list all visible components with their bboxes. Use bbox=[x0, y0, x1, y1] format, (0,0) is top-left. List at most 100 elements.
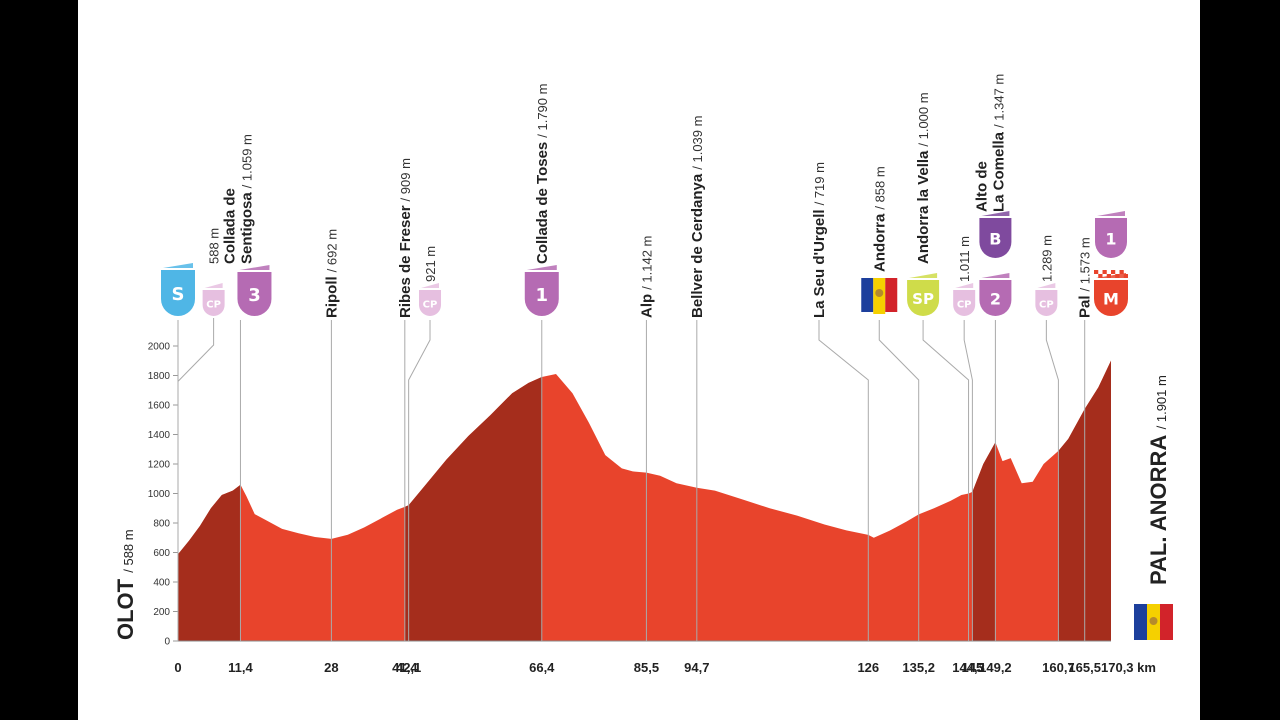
category-3-badge: 3 bbox=[237, 265, 272, 316]
point-altitude: / 909 m bbox=[398, 158, 413, 201]
climb-band bbox=[178, 360, 241, 641]
climb-band bbox=[1058, 360, 1085, 641]
profile-fill bbox=[178, 360, 1111, 641]
point-label: La Seu d'Urgell / 719 m bbox=[811, 162, 828, 318]
category-1-badge: 1 bbox=[524, 265, 559, 316]
km-tick-label: 28 bbox=[324, 660, 338, 675]
start-badge-text: S bbox=[172, 284, 185, 305]
bonus-badge-text: B bbox=[989, 229, 1001, 248]
km-tick-label: 41,4 bbox=[392, 660, 418, 675]
point-label: Alto deLa Comella / 1.347 m bbox=[973, 74, 1007, 212]
km-tick-label: 0 bbox=[174, 660, 181, 675]
category-1-finish-badge: 1 bbox=[1095, 211, 1127, 258]
finish-badge: M bbox=[1094, 273, 1128, 316]
category-2-badge-text: 2 bbox=[990, 289, 1001, 308]
point-name: Pal bbox=[1077, 295, 1094, 318]
km-tick-label: 66,4 bbox=[529, 660, 555, 675]
point-label: Bellver de Cerdanya / 1.039 m bbox=[689, 116, 706, 318]
checkpoint-badge-text: CP bbox=[1039, 299, 1054, 310]
point-name-line2: La Comella bbox=[990, 131, 1007, 212]
point-name: Bellver de Cerdanya bbox=[689, 173, 706, 318]
point-name: Ripoll bbox=[323, 276, 340, 318]
point-label: 921 m bbox=[423, 246, 438, 282]
climb-band bbox=[404, 360, 542, 641]
point-altitude: / 1.347 m bbox=[991, 74, 1006, 128]
leader-line bbox=[1045, 320, 1059, 641]
km-tick-label: 135,2 bbox=[902, 660, 935, 675]
andorra-flag-badge bbox=[860, 278, 899, 316]
point-label: 1.289 m bbox=[1039, 235, 1054, 282]
y-tick-label: 2000 bbox=[148, 342, 171, 353]
point-name: Collada de Toses bbox=[534, 142, 551, 264]
leader-line bbox=[177, 318, 215, 382]
point-altitude: / 1.142 m bbox=[639, 236, 654, 290]
point-altitude: 1.011 m bbox=[957, 236, 972, 282]
finish-badge-text: M bbox=[1103, 289, 1119, 308]
y-axis: 0 200 400 600 800 1000 1200 1400 1600 1800 2000 bbox=[148, 342, 179, 648]
point-label: 588 m bbox=[207, 228, 222, 264]
climb-band bbox=[1084, 360, 1111, 641]
y-tick-label: 0 bbox=[164, 637, 170, 648]
point-name-line2: Sentigosa bbox=[238, 192, 255, 264]
point-name: Andorra la Vella bbox=[915, 150, 932, 264]
y-tick-label: 400 bbox=[153, 578, 170, 589]
point-label: Pal / 1.573 m bbox=[1077, 237, 1094, 318]
andorra-flag-finish bbox=[1134, 604, 1173, 640]
point-altitude: 1.289 m bbox=[1039, 235, 1054, 282]
category-3-badge-text: 3 bbox=[248, 285, 261, 306]
x-axis: 0 11,4 28 41,442,1 66,4 85,5 94,7 126 135,2 144,3… bbox=[174, 660, 1156, 675]
km-tick-label: 94,7 bbox=[684, 660, 709, 675]
checkpoint-badge-text: CP bbox=[206, 299, 221, 310]
point-label: Andorra / 858 m bbox=[871, 166, 888, 272]
start-badge: S bbox=[161, 263, 195, 316]
bonus-badge: B bbox=[979, 211, 1012, 258]
point-label: Collada deSentigosa / 1.059 m bbox=[221, 134, 255, 264]
checkpoint-badge-text: CP bbox=[423, 299, 438, 310]
point-name-line1: Collada de bbox=[221, 188, 238, 264]
point-label: Alp / 1.142 m bbox=[638, 236, 655, 318]
km-tick-label: 144,3 bbox=[952, 660, 985, 675]
profile-area bbox=[178, 360, 1111, 642]
y-tick-label: 1600 bbox=[148, 401, 171, 412]
leader-line bbox=[408, 320, 431, 641]
km-tick-label: 149,2 bbox=[979, 660, 1012, 675]
point-label: Ripoll / 692 m bbox=[323, 229, 340, 318]
point-altitude: / 858 m bbox=[872, 166, 887, 209]
point-altitude: / 719 m bbox=[812, 162, 827, 205]
start-name: OLOT bbox=[113, 578, 138, 640]
point-label: Ribes de Freser / 909 m bbox=[397, 158, 414, 318]
km-tick-label: 170,3 km bbox=[1101, 660, 1156, 675]
point-name: Andorra bbox=[871, 213, 888, 272]
point-name: La Seu d'Urgell bbox=[811, 209, 828, 318]
leader-line bbox=[818, 320, 869, 641]
leader-line bbox=[922, 320, 970, 641]
start-altitude: / 588 m bbox=[121, 529, 136, 572]
start-label: OLOT / 588 m bbox=[113, 529, 138, 640]
y-tick-label: 1400 bbox=[148, 430, 171, 441]
point-name-line1: Alto de bbox=[973, 161, 990, 212]
checkpoint-badge: CP bbox=[202, 283, 225, 316]
km-tick-label: 165,5 bbox=[1068, 660, 1101, 675]
leader-lines bbox=[177, 318, 1086, 641]
point-altitude: / 1.000 m bbox=[916, 92, 931, 146]
leader-line bbox=[878, 320, 920, 641]
point-altitude: / 1.790 m bbox=[535, 84, 550, 138]
km-tick-label: 42,1 bbox=[396, 660, 421, 675]
point-name: Alp bbox=[638, 294, 655, 318]
point-altitude: / 692 m bbox=[324, 229, 339, 272]
category-1-badge-text: 1 bbox=[536, 285, 549, 306]
sprint-badge: SP bbox=[907, 273, 940, 316]
checkpoint-badge-text: CP bbox=[957, 299, 972, 310]
km-tick-label: 160,7 bbox=[1042, 660, 1075, 675]
km-tick-label: 126 bbox=[857, 660, 879, 675]
point-labels: 588 m Collada deSentigosa / 1.059 m Ripoll /… bbox=[207, 74, 1094, 318]
y-tick-label: 1000 bbox=[148, 489, 171, 500]
y-tick-label: 200 bbox=[153, 607, 170, 618]
badges: S CP 3 CP 1 SP CP 2 B CP M 1 bbox=[161, 211, 1128, 316]
km-tick-label: 85,5 bbox=[634, 660, 659, 675]
y-tick-label: 600 bbox=[153, 548, 170, 559]
leader-line bbox=[963, 320, 973, 641]
climb-band bbox=[972, 360, 996, 641]
y-tick-label: 800 bbox=[153, 519, 170, 530]
